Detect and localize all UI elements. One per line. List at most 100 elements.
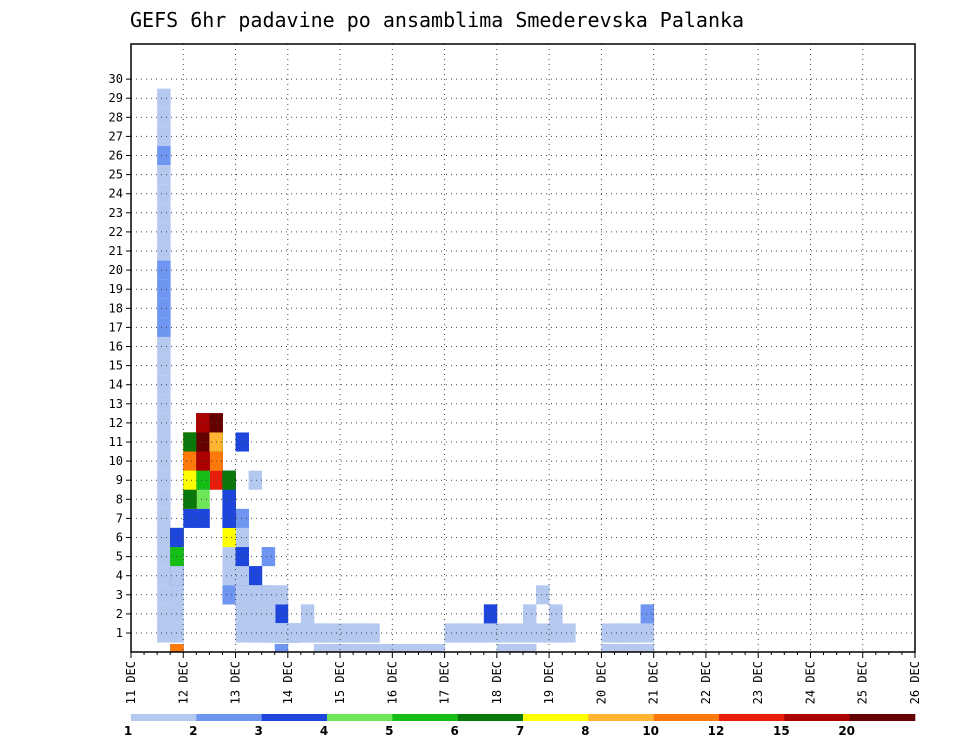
heatmap-cell (157, 107, 171, 127)
x-tick-label: 16 DEC (385, 661, 399, 704)
heatmap-cell (509, 644, 524, 652)
heatmap-cell (183, 470, 197, 490)
heatmap-cell (196, 413, 210, 433)
x-tick-label: 24 DEC (803, 661, 817, 704)
heatmap-cell (248, 470, 263, 490)
heatmap-cell (457, 623, 472, 643)
heatmap-cell (157, 203, 171, 223)
x-tick-label: 17 DEC (438, 661, 452, 704)
y-tick-label: 16 (109, 340, 123, 354)
heatmap-cell (170, 644, 184, 652)
heatmap-cell (183, 489, 197, 509)
y-tick-label: 19 (109, 282, 123, 296)
heatmap-cell (235, 604, 249, 624)
heatmap-cell (157, 279, 171, 299)
colorbar-label: 3 (254, 724, 262, 738)
heatmap-cell (157, 184, 171, 204)
heatmap-cell (235, 547, 249, 567)
heatmap-cell (313, 644, 328, 652)
colorbar-swatch (131, 714, 197, 721)
colorbar-swatch (719, 714, 785, 721)
heatmap-cell (157, 470, 171, 490)
colorbar-label: 1 (124, 724, 132, 738)
y-tick-label: 15 (109, 359, 123, 373)
heatmap-cell (523, 604, 537, 624)
y-tick-label: 29 (109, 91, 123, 105)
heatmap-cell (261, 604, 276, 624)
heatmap-cell (157, 585, 171, 605)
y-tick-label: 17 (109, 320, 123, 334)
heatmap-cell (549, 623, 563, 643)
x-tick-label: 11 DEC (124, 661, 138, 704)
heatmap-cell (196, 470, 210, 490)
heatmap-cell (235, 566, 249, 586)
heatmap-cell (222, 566, 236, 586)
colorbar-swatch (327, 714, 393, 721)
heatmap-cell (640, 623, 655, 643)
y-tick-label: 1 (116, 626, 123, 640)
y-tick-label: 30 (109, 72, 123, 86)
y-tick-label: 6 (116, 531, 123, 545)
heatmap-cell (157, 336, 171, 357)
heatmap-cell (235, 508, 249, 528)
heatmap-cell (353, 623, 367, 643)
colorbar-label: 7 (516, 724, 524, 738)
heatmap-cell (183, 451, 197, 471)
heatmap-cell (157, 432, 171, 452)
heatmap-cell (496, 644, 511, 652)
x-tick-label: 14 DEC (281, 661, 295, 704)
chart-title: GEFS 6hr padavine po ansamblima Smederev… (130, 8, 744, 32)
heatmap-cell (157, 145, 171, 166)
heatmap-cell (248, 604, 263, 624)
heatmap-cell (431, 644, 445, 652)
heatmap-cell (183, 432, 197, 452)
heatmap-cell (157, 547, 171, 567)
heatmap-cell (287, 623, 302, 643)
y-tick-label: 4 (116, 569, 123, 583)
y-tick-label: 14 (109, 378, 123, 392)
heatmap-cell (523, 623, 537, 643)
heatmap-cell (261, 547, 276, 567)
heatmap-cell (222, 489, 236, 509)
y-tick-label: 8 (116, 492, 123, 506)
x-tick-label: 26 DEC (908, 661, 922, 704)
heatmap-cell (601, 644, 615, 652)
heatmap-cell (157, 527, 171, 548)
colorbar: 1 2 3 4 5 6 7 8 10 12 15 20 (124, 714, 916, 738)
heatmap-cell (196, 508, 210, 528)
heatmap-cell (157, 623, 171, 643)
colorbar-swatch (653, 714, 720, 721)
heatmap-cell (549, 604, 563, 624)
colorbar-swatch (392, 714, 458, 721)
x-tick-label: 13 DEC (229, 661, 243, 704)
x-tick-label: 12 DEC (176, 661, 190, 704)
heatmap-cell (627, 644, 641, 652)
y-tick-label: 3 (116, 588, 123, 602)
heatmap-cell (327, 623, 341, 643)
colorbar-label: 6 (450, 724, 458, 738)
x-tick-label: 21 DEC (647, 661, 661, 704)
heatmap-cell (470, 623, 485, 643)
colorbar-swatch (784, 714, 850, 721)
heatmap-cell (248, 566, 263, 586)
heatmap-cell (523, 644, 537, 652)
heatmap-cell (157, 88, 171, 108)
heatmap-cell (157, 566, 171, 586)
colorbar-label: 15 (773, 724, 790, 738)
heatmap-cell (157, 165, 171, 185)
y-tick-label: 7 (116, 511, 123, 525)
x-tick-label: 19 DEC (542, 661, 556, 704)
colorbar-swatch (849, 714, 916, 721)
heatmap-cell (222, 547, 236, 567)
y-axis: 1234567891011121314151617181920212223242… (109, 72, 131, 640)
heatmap-cell (235, 527, 249, 548)
x-tick-label: 20 DEC (594, 661, 608, 704)
heatmap-cell (222, 508, 236, 528)
heatmap-cell (235, 585, 249, 605)
heatmap-cell (496, 623, 511, 643)
y-tick-label: 5 (116, 550, 123, 564)
colorbar-label: 10 (642, 724, 659, 738)
y-tick-label: 20 (109, 263, 123, 277)
heatmap-cell (248, 585, 263, 605)
